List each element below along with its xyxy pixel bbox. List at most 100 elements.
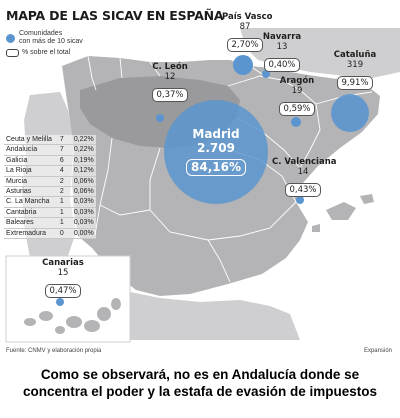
legend-circle-label-1: Comunidades xyxy=(19,30,63,37)
map-title: MAPA DE LAS SICAV EN ESPAÑA xyxy=(6,8,224,23)
credit-note: Expansión xyxy=(363,348,392,354)
canarias-inset-frame xyxy=(5,255,131,343)
region-percent: 2,70% xyxy=(227,38,263,52)
small-regions-table: Ceuta y Melilla 7 0,22% Andalucía 7 0,22% Gali… xyxy=(4,135,96,240)
small-region-name: Asturias xyxy=(4,186,54,198)
map-legend: Comunidades con más de 10 sicav % sobre … xyxy=(6,30,83,60)
small-region-count: 1 xyxy=(53,217,66,229)
region-pais-vasco[interactable]: País Vasco 87 2,70% xyxy=(222,12,273,52)
legend-circle-icon xyxy=(6,33,15,43)
region-percent: 0,59% xyxy=(279,102,315,116)
region-percent: 9,91% xyxy=(337,76,373,90)
legend-circle-label-2: con más de 10 sicav xyxy=(19,38,83,45)
legend-percent-label: % sobre el total xyxy=(22,49,71,56)
table-row: Andalucía 7 0,22% xyxy=(4,144,96,156)
region-madrid[interactable]: Madrid 2.709 84,16% xyxy=(178,127,254,176)
region-count: 19 xyxy=(291,86,303,96)
map-svg xyxy=(5,28,400,343)
small-region-name: Murcia xyxy=(4,176,54,188)
region-count: 14 xyxy=(297,167,309,177)
small-region-percent: 0,06% xyxy=(65,186,96,198)
small-region-percent: 0,00% xyxy=(65,228,96,240)
region-count: 15 xyxy=(57,268,69,278)
caption: Como se observará, no es en Andalucía do… xyxy=(0,366,400,400)
table-row: La Rioja 4 0,12% xyxy=(4,165,96,177)
cataluna-circle[interactable] xyxy=(331,94,369,132)
canarias-circle[interactable] xyxy=(56,298,64,306)
legend-circle-text: Comunidades con más de 10 sicav xyxy=(19,30,83,46)
table-row: Baleares 1 0,03% xyxy=(4,217,96,229)
table-row: Extremadura 0 0,00% xyxy=(4,228,96,240)
small-region-percent: 0,03% xyxy=(65,196,96,208)
castilla-leon-circle[interactable] xyxy=(156,114,164,122)
caption-line-2: concentra el poder y la estafa de evasió… xyxy=(22,384,378,399)
small-region-count: 1 xyxy=(53,196,66,208)
small-region-count: 2 xyxy=(53,186,66,198)
table-row: Galicia 6 0,19% xyxy=(4,155,96,167)
small-region-percent: 0,22% xyxy=(65,135,96,146)
aragon-circle[interactable] xyxy=(291,117,301,127)
region-percent: 0,47% xyxy=(45,284,81,298)
region-name: C. Valenciana xyxy=(272,157,337,167)
region-percent: 0,37% xyxy=(152,88,188,102)
small-region-name: Andalucía xyxy=(4,144,54,156)
region-cataluna[interactable]: Cataluña 319 9,91% xyxy=(330,50,380,90)
pais-vasco-circle[interactable] xyxy=(233,55,253,75)
small-region-percent: 0,06% xyxy=(65,176,96,188)
region-castilla-leon[interactable]: C. León 12 0,37% xyxy=(148,62,192,102)
region-percent: 0,40% xyxy=(264,58,300,72)
table-row: Murcia 2 0,06% xyxy=(4,176,96,188)
region-navarra[interactable]: Navarra 13 0,40% xyxy=(260,32,304,72)
region-name: Aragón xyxy=(279,76,315,86)
madrid-circle[interactable] xyxy=(164,100,268,204)
region-name: País Vasco xyxy=(222,12,273,22)
region-valenciana[interactable]: C. Valenciana 14 0,43% xyxy=(272,157,337,197)
small-regions-body: Ceuta y Melilla 7 0,22% Andalucía 7 0,22% Gali… xyxy=(4,135,96,240)
region-count: 12 xyxy=(164,72,176,82)
table-row: Ceuta y Melilla 7 0,22% xyxy=(4,135,96,146)
region-percent: 0,43% xyxy=(285,183,321,197)
table-row: C. La Mancha 1 0,03% xyxy=(4,196,96,208)
caption-line-1: Como se observará, no es en Andalucía do… xyxy=(40,367,360,382)
small-region-name: Extremadura xyxy=(4,228,54,240)
small-region-name: Cantabria xyxy=(4,207,54,219)
small-region-name: C. La Mancha xyxy=(4,196,54,208)
small-region-name: Galicia xyxy=(4,155,54,167)
region-count: 13 xyxy=(276,42,288,52)
small-region-percent: 0,12% xyxy=(65,165,96,177)
region-canarias[interactable]: Canarias 15 0,47% xyxy=(40,258,86,298)
small-region-name: Ceuta y Melilla xyxy=(4,135,54,146)
legend-percent-item: % sobre el total xyxy=(6,49,83,57)
small-region-name: Baleares xyxy=(4,217,54,229)
small-region-name: La Rioja xyxy=(4,165,54,177)
small-region-count: 6 xyxy=(53,155,66,167)
balearic-islands xyxy=(312,194,374,232)
small-region-percent: 0,03% xyxy=(65,207,96,219)
small-region-count: 4 xyxy=(53,165,66,177)
africa-land xyxy=(100,292,300,340)
region-count: 87 xyxy=(239,22,251,32)
madrid-name: Madrid xyxy=(192,127,240,141)
region-name: C. León xyxy=(152,62,188,72)
small-region-count: 0 xyxy=(53,228,66,240)
madrid-percent: 84,16% xyxy=(186,159,246,176)
small-region-percent: 0,03% xyxy=(65,217,96,229)
navarra-circle[interactable] xyxy=(262,70,270,78)
small-region-percent: 0,22% xyxy=(65,144,96,156)
source-note: Fuente: CNMV y elaboración propia xyxy=(6,348,102,354)
small-region-count: 7 xyxy=(53,135,66,146)
madrid-count: 2.709 xyxy=(197,141,235,155)
small-region-percent: 0,19% xyxy=(65,155,96,167)
valenciana-circle[interactable] xyxy=(296,196,304,204)
region-count: 319 xyxy=(346,60,364,70)
region-name: Cataluña xyxy=(333,50,377,60)
legend-percent-icon xyxy=(6,49,19,57)
region-name: Canarias xyxy=(42,258,84,268)
table-row: Asturias 2 0,06% xyxy=(4,186,96,198)
legend-circle-item: Comunidades con más de 10 sicav xyxy=(6,30,83,46)
canary-islands xyxy=(24,298,121,334)
small-region-count: 7 xyxy=(53,144,66,156)
region-aragon[interactable]: Aragón 19 0,59% xyxy=(276,76,318,116)
small-region-count: 1 xyxy=(53,207,66,219)
